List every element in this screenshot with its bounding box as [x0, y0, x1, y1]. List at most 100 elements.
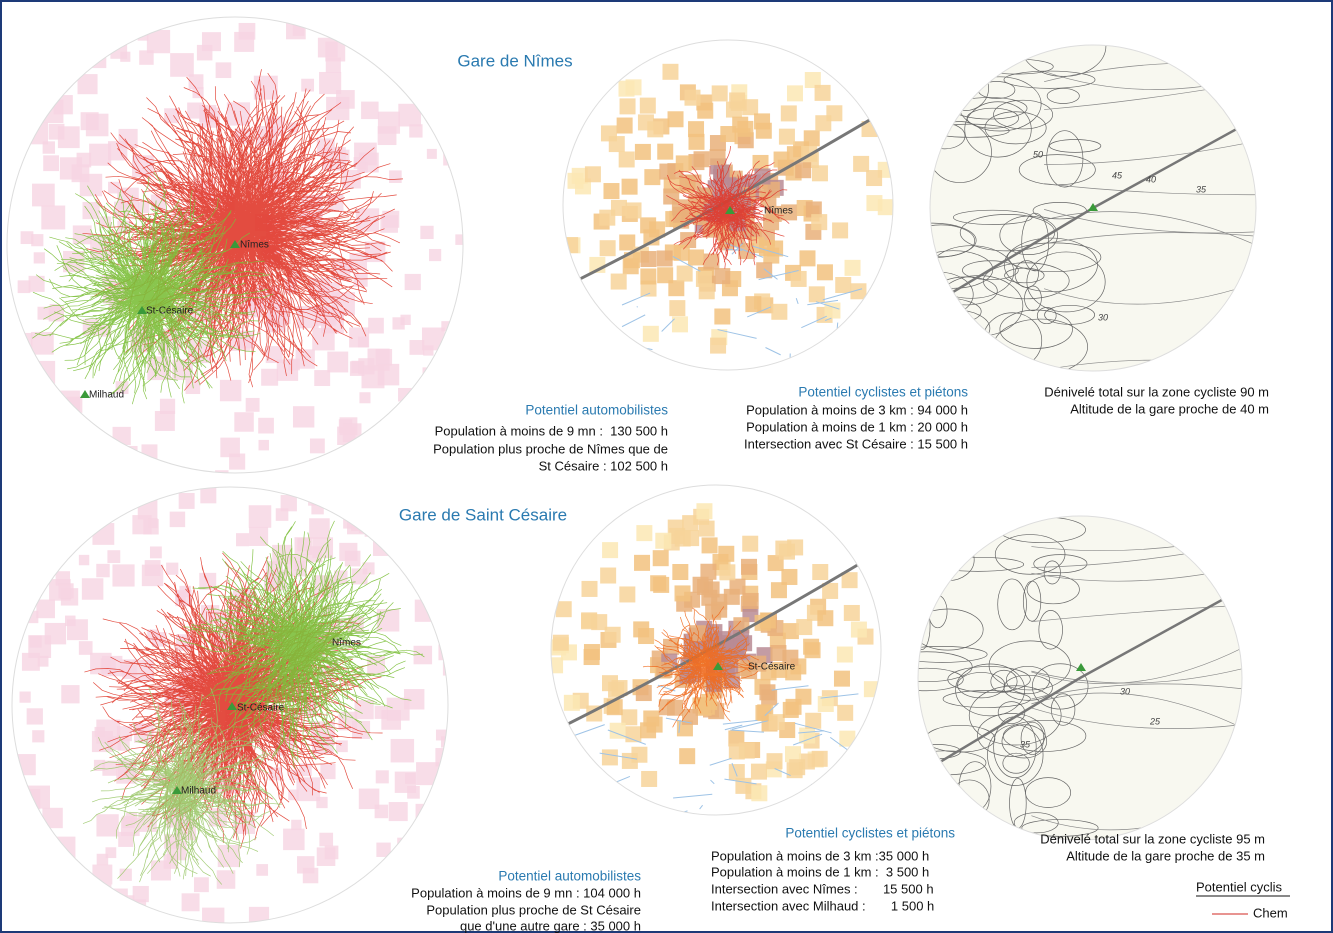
density-cell — [657, 250, 673, 266]
population-cell — [179, 493, 195, 509]
contour-label: 30 — [1098, 312, 1108, 322]
density-cell — [729, 92, 745, 108]
population-cell — [456, 470, 470, 484]
population-cell — [26, 123, 48, 145]
density-cell — [641, 771, 657, 787]
population-cell — [7, 73, 24, 90]
population-cell — [18, 364, 41, 387]
density-cell — [720, 126, 736, 142]
density-cell — [714, 268, 730, 284]
water-line — [637, 307, 638, 308]
population-cell — [429, 581, 448, 600]
population-cell — [317, 847, 336, 866]
density-cell — [837, 647, 853, 663]
population-cell — [34, 252, 45, 263]
density-cell — [547, 657, 563, 673]
population-cell — [70, 437, 88, 455]
population-cell — [405, 773, 416, 784]
density-cell — [835, 277, 851, 293]
population-cell — [80, 174, 102, 196]
population-cell — [358, 358, 374, 374]
population-cell — [92, 523, 114, 545]
population-cell — [344, 444, 368, 468]
density-cell — [640, 268, 656, 284]
legend-item: Chem — [1253, 905, 1288, 920]
density-cell — [779, 129, 795, 145]
population-cell — [416, 804, 432, 820]
population-cell — [37, 53, 49, 65]
population-cell — [93, 459, 116, 482]
population-cell — [47, 491, 68, 512]
water-line — [638, 353, 650, 355]
population-cell — [398, 388, 411, 401]
population-cell — [387, 464, 403, 480]
population-cell — [283, 829, 305, 851]
population-cell — [8, 77, 31, 100]
density-cell — [564, 695, 580, 711]
density-cell — [817, 610, 833, 626]
water-line — [659, 370, 683, 379]
population-cell — [259, 440, 269, 450]
density-cell — [771, 582, 787, 598]
population-cell — [314, 370, 330, 386]
population-cell — [380, 215, 398, 233]
population-cell — [351, 512, 370, 531]
car-line: Population plus proche de Nîmes que de — [433, 441, 668, 456]
population-cell — [443, 376, 463, 396]
population-cell — [327, 352, 348, 373]
population-cell — [405, 274, 421, 290]
population-cell — [293, 406, 314, 427]
density-cell — [619, 586, 635, 602]
density-cell — [799, 728, 815, 744]
density-cell — [737, 121, 753, 137]
population-cell — [229, 453, 245, 469]
population-cell — [73, 513, 88, 528]
density-cell — [756, 262, 772, 278]
population-cell — [376, 770, 389, 783]
map — [551, 40, 894, 408]
population-cell — [455, 234, 466, 245]
water-line — [551, 359, 585, 371]
population-cell — [105, 889, 128, 912]
population-cell — [378, 364, 399, 385]
population-cell — [349, 327, 369, 347]
density-cell — [787, 539, 803, 555]
population-cell — [387, 698, 410, 721]
bike-heading: Potentiel cyclistes et piétons — [785, 826, 955, 841]
population-cell — [368, 21, 388, 41]
density-cell — [754, 113, 770, 129]
population-cell — [261, 369, 278, 386]
place-label: Nîmes — [332, 638, 361, 649]
bike-line: Intersection avec St Césaire : 15 500 h — [744, 436, 968, 451]
population-cell — [9, 20, 23, 34]
population-cell — [112, 564, 134, 586]
water-line — [559, 832, 584, 843]
water-line — [810, 371, 836, 378]
population-cell — [122, 816, 134, 828]
density-cell — [759, 684, 775, 700]
density-cell — [553, 635, 569, 651]
population-cell — [312, 328, 334, 350]
water-line — [881, 708, 890, 716]
density-cell — [568, 173, 584, 189]
population-cell — [409, 340, 424, 355]
density-cell — [771, 304, 787, 320]
population-cell — [81, 112, 99, 130]
population-cell — [216, 62, 232, 78]
population-cell — [303, 868, 318, 883]
population-cell — [166, 563, 178, 575]
population-cell — [460, 111, 470, 121]
population-cell — [61, 685, 79, 703]
density-cell — [626, 202, 642, 218]
density-cell — [815, 115, 831, 131]
density-cell — [644, 169, 660, 185]
bike-heading: Potentiel cyclistes et piétons — [798, 385, 968, 400]
population-cell — [75, 870, 88, 883]
population-cell — [79, 641, 93, 655]
density-cell — [638, 628, 654, 644]
density-cell — [805, 642, 821, 658]
density-cell — [653, 550, 669, 566]
population-cell — [89, 144, 111, 166]
density-cell — [751, 764, 767, 780]
density-cell — [650, 575, 666, 591]
